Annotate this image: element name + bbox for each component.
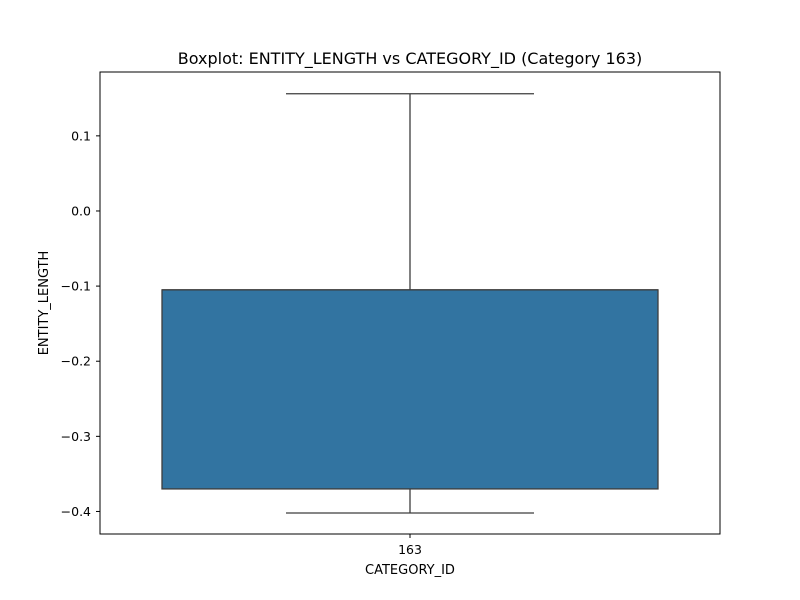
x-tick-label: 163 (398, 542, 422, 557)
x-axis: 163 (398, 534, 422, 557)
chart-title: Boxplot: ENTITY_LENGTH vs CATEGORY_ID (C… (178, 49, 643, 69)
y-tick-label: 0.0 (71, 203, 91, 218)
y-tick-label: −0.1 (61, 279, 91, 294)
y-tick-label: −0.3 (61, 429, 91, 444)
x-axis-label: CATEGORY_ID (365, 563, 455, 578)
iqr-box (161, 289, 659, 490)
y-axis-label: ENTITY_LENGTH (37, 251, 52, 356)
plot-area (161, 93, 659, 514)
y-tick-label: −0.2 (61, 354, 91, 369)
y-tick-label: −0.4 (61, 504, 91, 519)
y-axis: −0.4 −0.3 −0.2 −0.1 0.0 0.1 (61, 128, 100, 519)
y-tick-label: 0.1 (71, 128, 91, 143)
